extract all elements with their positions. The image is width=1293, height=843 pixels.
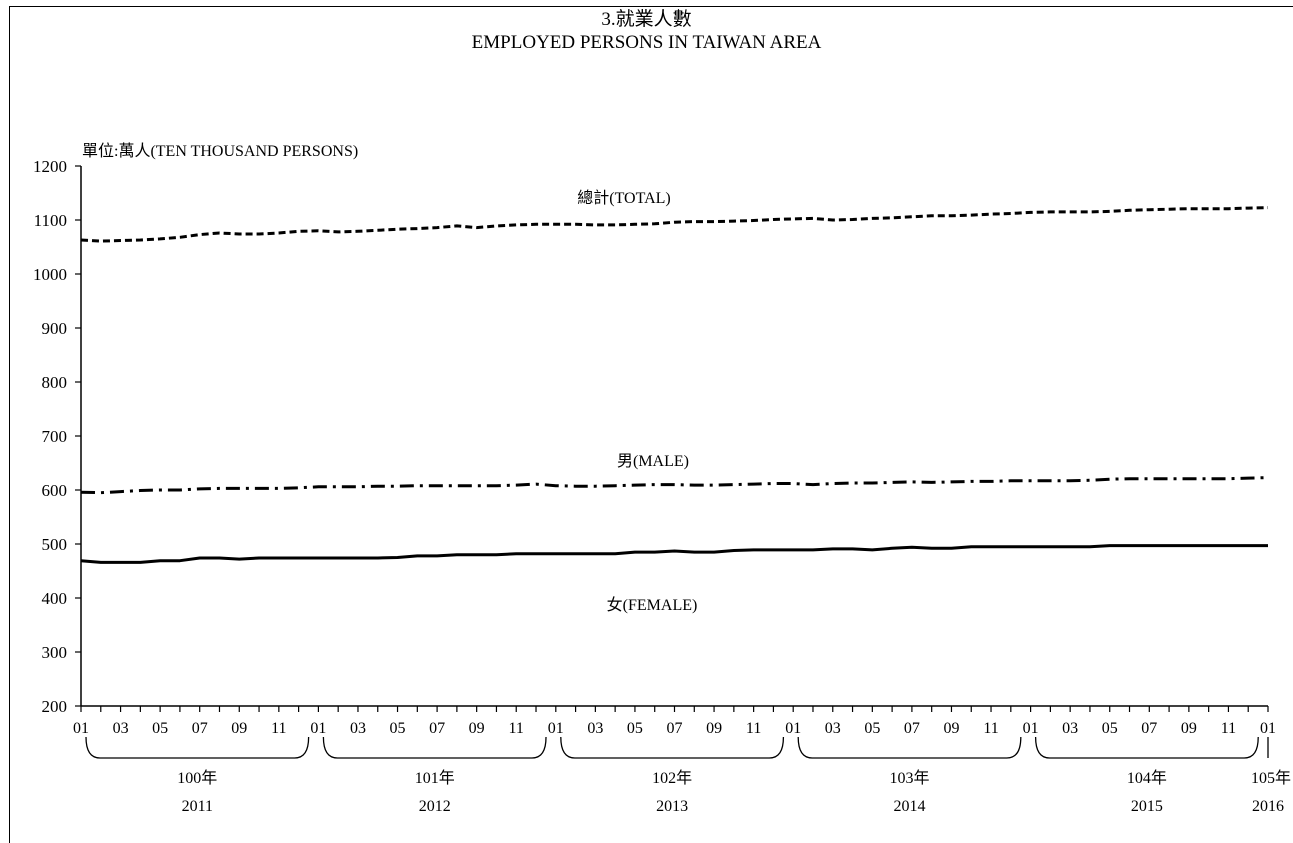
x-axis-ticks: 01 03 05 07 09 11 01 03 05 07 09 11 01 03 05 07 09 11 01 03…	[73, 706, 1276, 737]
x-tick-label: 11	[271, 720, 286, 737]
chart-subtitle: EMPLOYED PERSONS IN TAIWAN AREA	[471, 32, 822, 53]
x-tick-label: 05	[1102, 720, 1118, 737]
x-tick-label: 01	[785, 720, 801, 737]
year-ad-label: 2014	[894, 798, 926, 815]
x-tick-label: 07	[1141, 720, 1157, 737]
x-tick-label: 03	[350, 720, 366, 737]
year-brace	[560, 736, 785, 759]
chart-title: 3.就業人數	[601, 9, 692, 30]
year-roc-label: 105年	[1251, 769, 1291, 787]
year-ad-label: 2012	[419, 798, 451, 815]
year-ad-label: 2011	[182, 798, 213, 815]
x-tick-label: 01	[548, 720, 564, 737]
female-label: 女(FEMALE)	[607, 595, 698, 614]
year-roc-label: 102年	[652, 769, 692, 787]
male-line	[80, 476, 1269, 495]
y-tick-label: 1100	[34, 211, 67, 230]
x-tick-label: 09	[1181, 720, 1197, 737]
x-tick-label: 11	[746, 720, 761, 737]
x-tick-label: 11	[509, 720, 524, 737]
y-tick-label: 800	[42, 373, 68, 392]
year-ad-label: 2013	[656, 798, 688, 815]
x-tick-label: 01	[1023, 720, 1039, 737]
year-ad-label: 2015	[1131, 798, 1163, 815]
x-tick-label: 05	[152, 720, 168, 737]
y-tick-label: 500	[42, 535, 68, 554]
year-roc-label: 101年	[415, 769, 455, 787]
x-tick-label: 09	[231, 720, 247, 737]
x-tick-label: 05	[627, 720, 643, 737]
y-tick-label: 700	[42, 427, 68, 446]
unit-label: 單位:萬人(TEN THOUSAND PERSONS)	[82, 143, 359, 160]
axes	[80, 166, 1268, 707]
x-tick-label: 07	[667, 720, 683, 737]
total-line	[80, 206, 1269, 243]
year-labels: 100年 2011 101年 2012 102年 2013 103年 2014 104年 2015…	[85, 736, 1291, 815]
x-tick-label: 01	[73, 720, 89, 737]
female-line	[80, 544, 1268, 564]
x-tick-label: 01	[310, 720, 326, 737]
x-tick-label: 07	[429, 720, 445, 737]
year-roc-label: 104年	[1127, 769, 1167, 787]
chart-frame	[9, 6, 1293, 843]
y-tick-label: 400	[42, 589, 68, 608]
male-label: 男(MALE)	[617, 453, 689, 470]
x-tick-label: 07	[904, 720, 920, 737]
series-labels: 總計(TOTAL) 男(MALE) 女(FEMALE)	[577, 189, 697, 614]
total-label: 總計(TOTAL)	[577, 189, 671, 207]
x-tick-label: 03	[587, 720, 603, 737]
y-tick-label: 300	[42, 643, 68, 662]
x-tick-label: 05	[390, 720, 406, 737]
year-roc-label: 100年	[177, 769, 217, 787]
x-tick-label: 11	[1221, 720, 1236, 737]
x-tick-label: 03	[113, 720, 129, 737]
series-lines	[80, 206, 1269, 564]
x-tick-label: 07	[192, 720, 208, 737]
x-tick-label: 11	[983, 720, 998, 737]
year-ad-label: 2016	[1252, 798, 1284, 815]
year-brace	[1034, 736, 1259, 759]
x-tick-label: 09	[469, 720, 485, 737]
y-tick-label: 200	[42, 697, 68, 716]
x-tick-label: 09	[943, 720, 959, 737]
x-tick-label: 01	[1260, 720, 1276, 737]
x-tick-label: 03	[1062, 720, 1078, 737]
y-tick-label: 1200	[33, 157, 67, 176]
year-brace	[322, 736, 547, 759]
year-roc-label: 103年	[890, 769, 930, 787]
x-tick-label: 05	[864, 720, 880, 737]
y-axis-ticks: 200 300 400 500 600 700 800 900 1000 1100 1200	[33, 157, 81, 716]
year-brace	[797, 736, 1022, 759]
x-tick-label: 09	[706, 720, 722, 737]
year-brace	[85, 736, 310, 759]
x-tick-label: 03	[825, 720, 841, 737]
y-tick-label: 1000	[33, 265, 67, 284]
y-tick-label: 600	[42, 481, 68, 500]
y-tick-label: 900	[42, 319, 68, 338]
